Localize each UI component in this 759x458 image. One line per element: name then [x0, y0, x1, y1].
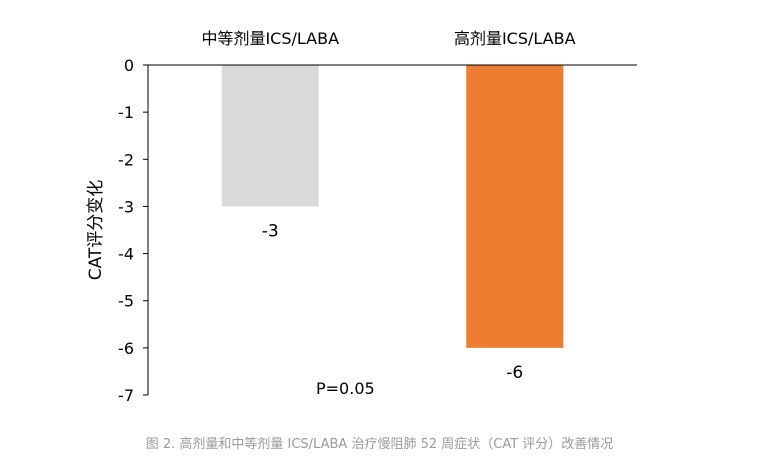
y-tick-label: -3 [118, 197, 134, 216]
category-label: 高剂量ICS/LABA [454, 29, 576, 48]
category-label: 中等剂量ICS/LABA [201, 29, 339, 48]
y-tick-label: -2 [118, 150, 134, 169]
y-tick-label: -4 [118, 245, 134, 264]
y-tick-label: -1 [118, 103, 134, 122]
y-tick-label: -7 [118, 386, 134, 405]
p-value-annotation: P=0.05 [316, 379, 375, 398]
y-tick-label: -6 [118, 339, 134, 358]
data-label: -3 [262, 221, 279, 241]
y-axis-label: CAT评分变化 [86, 180, 106, 281]
data-label: -6 [506, 363, 523, 383]
bar [221, 65, 319, 207]
y-tick-label: -5 [118, 292, 134, 311]
bar [466, 65, 564, 348]
y-tick-label: 0 [124, 56, 134, 75]
figure-caption: 图 2. 高剂量和中等剂量 ICS/LABA 治疗慢阻肺 52 周症状（CAT … [145, 437, 614, 452]
bar-chart: 0-1-2-3-4-5-6-7 中等剂量ICS/LABA 高剂量ICS/LABA … [86, 29, 637, 405]
